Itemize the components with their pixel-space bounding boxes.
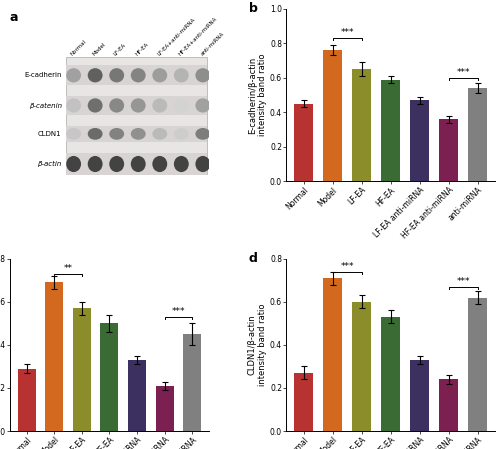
- Bar: [410, 360, 429, 431]
- Ellipse shape: [174, 156, 188, 172]
- Text: anti-miRNA: anti-miRNA: [200, 31, 225, 57]
- FancyBboxPatch shape: [66, 66, 207, 85]
- Text: E-cadherin: E-cadherin: [24, 72, 62, 78]
- Text: LF-EA+anti-miRNA: LF-EA+anti-miRNA: [156, 17, 196, 57]
- Text: ***: ***: [172, 307, 185, 316]
- Text: ***: ***: [340, 262, 354, 271]
- Ellipse shape: [66, 68, 81, 83]
- Ellipse shape: [66, 128, 81, 140]
- Y-axis label: CLDN1/β-actin
intensity band ratio: CLDN1/β-actin intensity band ratio: [248, 304, 267, 386]
- Text: b: b: [248, 2, 258, 15]
- Text: HF-EA+anti-miRNA: HF-EA+anti-miRNA: [178, 16, 218, 57]
- Text: Normal: Normal: [70, 39, 88, 57]
- FancyBboxPatch shape: [66, 153, 207, 175]
- Bar: [294, 373, 313, 431]
- Ellipse shape: [88, 68, 102, 83]
- Ellipse shape: [88, 98, 102, 113]
- Bar: [468, 298, 487, 431]
- Ellipse shape: [88, 156, 102, 172]
- Text: ***: ***: [340, 28, 354, 37]
- Ellipse shape: [196, 156, 210, 172]
- Bar: [439, 119, 458, 181]
- Ellipse shape: [174, 68, 188, 83]
- Bar: [381, 79, 400, 181]
- Text: LF-EA: LF-EA: [113, 42, 128, 57]
- FancyBboxPatch shape: [66, 57, 207, 174]
- Text: d: d: [248, 252, 258, 265]
- Ellipse shape: [196, 98, 210, 113]
- Text: Model: Model: [92, 41, 106, 57]
- Text: ***: ***: [456, 277, 470, 286]
- Ellipse shape: [110, 68, 124, 83]
- Bar: [294, 104, 313, 181]
- Ellipse shape: [131, 128, 146, 140]
- Text: β-actin: β-actin: [38, 161, 62, 167]
- Ellipse shape: [110, 128, 124, 140]
- Text: HF-EA: HF-EA: [134, 41, 150, 57]
- Ellipse shape: [131, 156, 146, 172]
- Bar: [439, 379, 458, 431]
- Bar: [468, 88, 487, 181]
- FancyBboxPatch shape: [66, 96, 207, 115]
- Bar: [45, 282, 63, 431]
- Ellipse shape: [131, 68, 146, 83]
- Text: CLDN1: CLDN1: [38, 131, 62, 137]
- Ellipse shape: [66, 156, 81, 172]
- Bar: [156, 386, 174, 431]
- Bar: [352, 302, 371, 431]
- Ellipse shape: [174, 98, 188, 113]
- Text: **: **: [64, 264, 72, 273]
- Bar: [381, 317, 400, 431]
- Bar: [323, 50, 342, 181]
- Text: a: a: [10, 11, 18, 24]
- FancyBboxPatch shape: [66, 126, 207, 142]
- Ellipse shape: [131, 98, 146, 113]
- Bar: [100, 323, 118, 431]
- Ellipse shape: [110, 156, 124, 172]
- Bar: [18, 369, 36, 431]
- Bar: [128, 360, 146, 431]
- Ellipse shape: [110, 98, 124, 113]
- Ellipse shape: [152, 98, 167, 113]
- Bar: [352, 69, 371, 181]
- Bar: [410, 100, 429, 181]
- Bar: [184, 334, 201, 431]
- Ellipse shape: [152, 68, 167, 83]
- Text: ***: ***: [456, 68, 470, 77]
- Ellipse shape: [66, 98, 81, 113]
- Ellipse shape: [196, 128, 210, 140]
- Ellipse shape: [152, 156, 167, 172]
- Ellipse shape: [152, 128, 167, 140]
- Y-axis label: E-cadherin/β-actin
intensity band ratio: E-cadherin/β-actin intensity band ratio: [248, 54, 267, 136]
- Bar: [73, 308, 91, 431]
- Bar: [323, 278, 342, 431]
- Ellipse shape: [174, 128, 188, 140]
- Ellipse shape: [196, 68, 210, 83]
- Text: β-catenin: β-catenin: [28, 102, 62, 109]
- Ellipse shape: [88, 128, 102, 140]
